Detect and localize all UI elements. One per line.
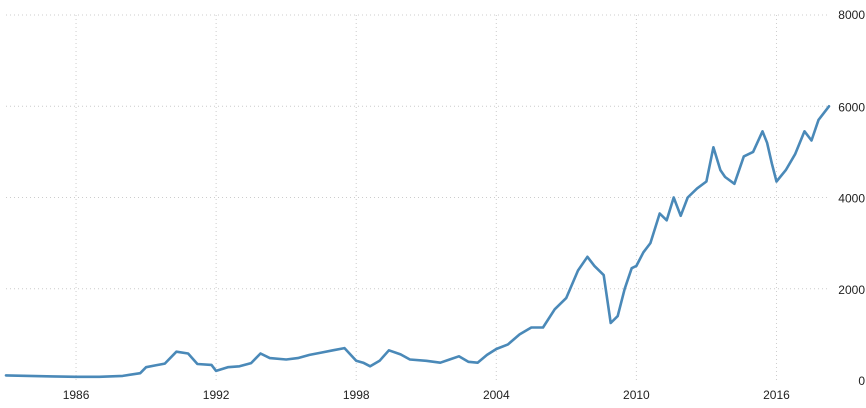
y-tick-label: 8000 — [838, 8, 865, 22]
x-axis: 1986 1992 1998 2004 2010 2016 — [63, 388, 790, 402]
x-tick-label: 1986 — [63, 388, 90, 402]
y-tick-label: 0 — [858, 374, 865, 388]
x-tick-label: 2016 — [763, 388, 790, 402]
y-axis: 0 2000 4000 6000 8000 — [838, 8, 865, 388]
grid-layer — [6, 14, 829, 380]
y-tick-label: 2000 — [838, 283, 865, 297]
y-tick-label: 4000 — [838, 192, 865, 206]
x-tick-label: 1998 — [343, 388, 370, 402]
y-tick-label: 6000 — [838, 100, 865, 114]
x-tick-label: 1992 — [203, 388, 230, 402]
x-tick-label: 2004 — [483, 388, 510, 402]
series-line — [4, 105, 831, 379]
series-layer — [4, 105, 831, 379]
x-tick-label: 2010 — [623, 388, 650, 402]
